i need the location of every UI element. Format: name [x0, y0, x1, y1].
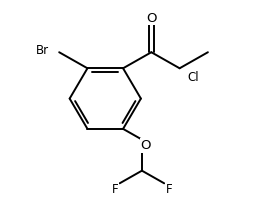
- Text: O: O: [141, 139, 151, 152]
- Text: F: F: [166, 183, 172, 196]
- Text: Cl: Cl: [187, 70, 199, 84]
- Text: O: O: [146, 12, 157, 25]
- Text: F: F: [111, 183, 118, 196]
- Text: Br: Br: [36, 44, 49, 57]
